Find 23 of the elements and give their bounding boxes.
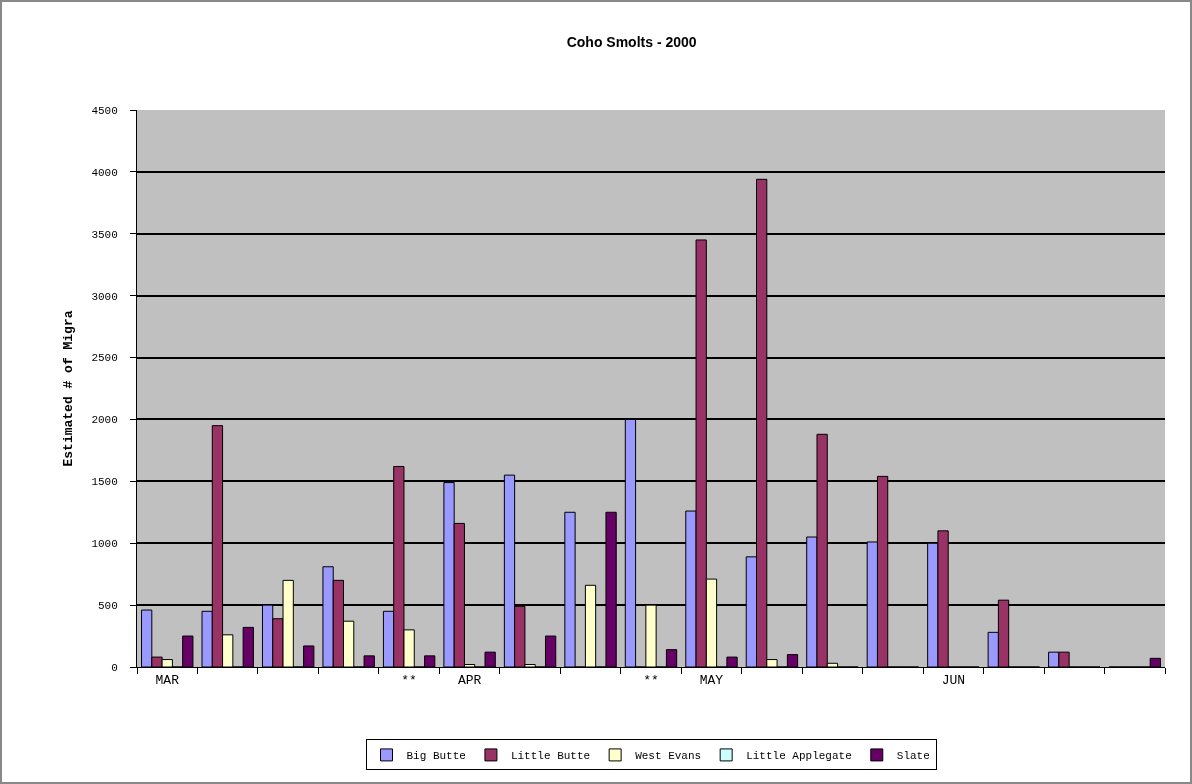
y-axis-title: Estimated # of Migra — [61, 310, 77, 467]
y-tick-label: 1500 — [91, 476, 118, 489]
legend-label: Little Butte — [510, 750, 591, 763]
y-tick-label: 0 — [111, 661, 118, 674]
y-tick-label: 3000 — [91, 290, 118, 303]
legend-label: Little Applegate — [746, 750, 852, 763]
x-tick-label: JUN — [941, 672, 966, 688]
legend-label: Big Butte — [406, 750, 466, 763]
y-tick-label: 500 — [97, 599, 118, 612]
x-tick-label: APR — [457, 672, 482, 688]
x-tick-label: ** — [401, 672, 417, 688]
x-tick-label: MAR — [155, 672, 180, 688]
x-tick-label: ** — [643, 672, 659, 688]
y-tick-label: 4000 — [91, 166, 118, 179]
x-tick-label: MAY — [699, 672, 724, 688]
y-tick-label: 4500 — [91, 104, 118, 117]
y-tick-label: 2500 — [91, 352, 118, 365]
y-tick-label: 2000 — [91, 414, 118, 427]
legend-label: West Evans — [635, 750, 702, 763]
chart-title: Coho Smolts - 2000 — [566, 33, 697, 50]
y-tick-label: 1000 — [91, 538, 118, 551]
y-tick-label: 3500 — [91, 228, 118, 241]
legend-label: Slate — [896, 750, 930, 763]
